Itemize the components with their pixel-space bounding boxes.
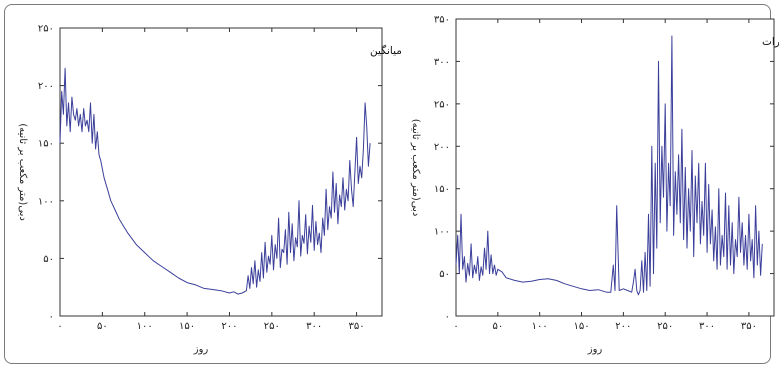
x-tick-label: ۲۰۰	[221, 321, 237, 332]
y-tick-label: ۱۰۰	[434, 227, 450, 238]
chart-2: ۰ ۵۰ ۱۰۰ ۱۵۰ ۲۰۰ ۲۵۰ ۳۰۰ ۳۵۰ ۰ ۵۰ ۱۰۰ ۱۵۰ ۲۰۰ ۲۵۰ ۳۰۰ ۳…	[410, 15, 779, 356]
x-tick-label: ۰	[57, 321, 62, 332]
x-tick-label: ۱۰۰	[137, 321, 153, 332]
x-tick-label: ۳۵۰	[349, 321, 365, 332]
y-tick-label: ۲۰۰	[434, 142, 450, 153]
x-axis-label: روز	[587, 344, 603, 355]
x-tick-label: ۰	[453, 321, 458, 332]
x-tick-label: ۱۵۰	[179, 321, 195, 332]
x-tick-label: ۳۵۰	[741, 321, 757, 332]
x-tick-label: ۱۰۰	[532, 321, 548, 332]
y-axis-label: دبی(متر مکعب بر ثانیه)	[17, 123, 28, 221]
x-tick-label: ۳۰۰	[306, 321, 322, 332]
chart-annotation: ضریب تغییرات	[762, 36, 779, 48]
y-tick-label: ۰	[49, 312, 54, 323]
y-tick-label: ۲۰۰	[38, 81, 54, 92]
x-tick-label: ۲۵۰	[657, 321, 673, 332]
x-tick-label: ۳۰۰	[699, 321, 715, 332]
y-tick-label: ۱۵۰	[38, 139, 54, 150]
y-tick-label: ۳۰۰	[434, 57, 450, 68]
y-tick-label: ۰	[445, 312, 450, 323]
chart-1: ۰ ۵۰ ۱۰۰ ۱۵۰ ۲۰۰ ۲۵۰ ۳۰۰ ۳۵۰ ۰ ۵۰ ۱۰۰ ۱۵۰ ۲۰۰ ۲۵۰ میان…	[17, 24, 402, 356]
series-line	[59, 67, 371, 295]
x-tick-label: ۲۵۰	[264, 321, 280, 332]
plot-area	[59, 27, 383, 317]
y-tick-label: ۵۰	[43, 254, 54, 265]
y-tick-label: ۲۵۰	[38, 24, 54, 35]
x-tick-label: ۵۰	[492, 321, 503, 332]
y-tick-label: ۱۰۰	[38, 196, 54, 207]
x-axis-label: روز	[193, 344, 209, 355]
series-line	[455, 35, 763, 296]
chart-annotation: میانگین	[370, 44, 402, 57]
y-tick-label: ۲۵۰	[434, 99, 450, 110]
y-tick-label: ۵۰	[439, 269, 450, 280]
y-tick-label: ۳۵۰	[434, 15, 450, 26]
x-tick-label: ۲۰۰	[615, 321, 631, 332]
x-tick-label: ۱۵۰	[573, 321, 589, 332]
x-tick-label: ۵۰	[97, 321, 108, 332]
y-axis-label: دبی(متر مکعب بر ثانیه)	[410, 119, 421, 217]
y-tick-label: ۱۵۰	[434, 184, 450, 195]
